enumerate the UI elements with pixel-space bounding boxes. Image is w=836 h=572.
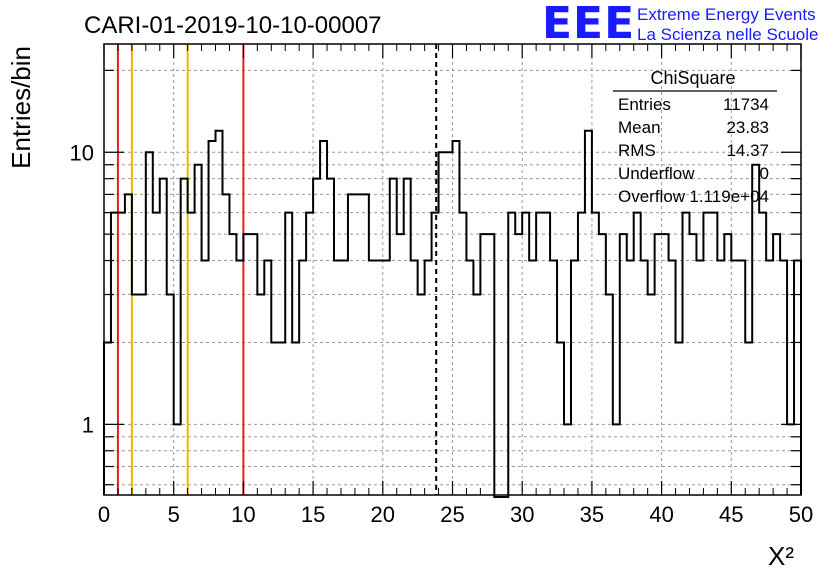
logo-line-1: Extreme Energy Events bbox=[637, 5, 816, 24]
logo-line-2: La Scienza nelle Scuole bbox=[637, 25, 819, 44]
x-tick-label: 20 bbox=[371, 502, 395, 527]
stats-box: ChiSquare Entries 11734 Mean 23.83 RMS 14.37 U… bbox=[613, 68, 777, 206]
x-tick-label: 30 bbox=[510, 502, 534, 527]
x-tick-label: 5 bbox=[168, 502, 180, 527]
eee-logo-mark: EEE bbox=[542, 0, 636, 49]
grid bbox=[104, 44, 801, 495]
x-tick-label: 15 bbox=[301, 502, 325, 527]
stats-label: Entries bbox=[618, 95, 671, 114]
eee-logo: EEE Extreme Energy Events La Scienza nel… bbox=[542, 0, 832, 49]
chart-title: CARI-01-2019-10-10-00007 bbox=[84, 12, 382, 39]
stats-label: Overflow bbox=[618, 187, 686, 206]
x-tick-label: 25 bbox=[440, 502, 464, 527]
x-tick-label: 40 bbox=[649, 502, 673, 527]
stats-value: 14.37 bbox=[726, 141, 769, 160]
x-tick-label: 10 bbox=[231, 502, 255, 527]
stats-value: 23.83 bbox=[726, 118, 769, 137]
stats-value: 1.119e+04 bbox=[689, 187, 769, 206]
stats-value: 0 bbox=[760, 164, 769, 183]
axis-ticks bbox=[103, 44, 802, 495]
stats-label: RMS bbox=[618, 141, 656, 160]
stats-value: 11734 bbox=[723, 95, 769, 114]
axis-tick-labels: 0 5 10 15 20 25 30 35 40 45 50 1 10 bbox=[70, 140, 814, 527]
stats-label: Mean bbox=[618, 118, 661, 137]
stats-rows: Entries 11734 Mean 23.83 RMS 14.37 Underflow 0 O… bbox=[618, 95, 769, 206]
stats-label: Underflow bbox=[618, 164, 695, 183]
stats-header: ChiSquare bbox=[650, 68, 735, 88]
x-tick-label: 35 bbox=[580, 502, 604, 527]
x-tick-label: 45 bbox=[719, 502, 743, 527]
y-tick-label: 10 bbox=[70, 140, 94, 165]
reference-lines bbox=[116, 44, 438, 495]
histogram-series bbox=[103, 129, 802, 498]
x-tick-label: 0 bbox=[98, 502, 110, 527]
y-axis-label: Entries/bin bbox=[6, 46, 36, 169]
x-axis-label: X² bbox=[768, 541, 794, 571]
y-tick-label: 1 bbox=[82, 412, 94, 437]
eee-logo-text: Extreme Energy Events La Scienza nelle S… bbox=[637, 5, 818, 45]
x-tick-label: 50 bbox=[789, 502, 813, 527]
